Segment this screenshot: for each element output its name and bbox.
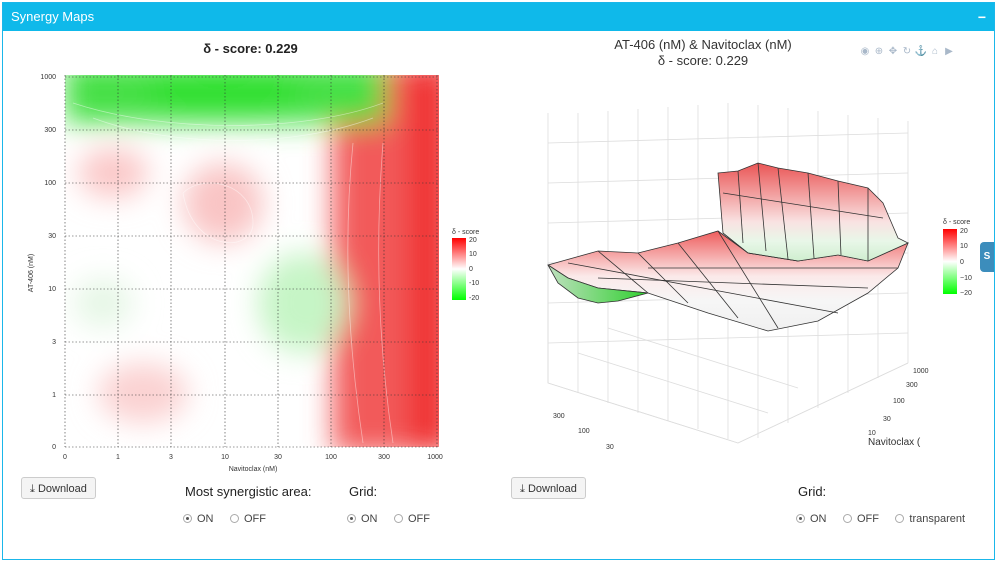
right-plot-title-line2: δ - score: 0.229	[657, 53, 749, 68]
right-axis-tick: 300	[906, 382, 918, 389]
radio-dot	[393, 514, 403, 523]
right-axis-label: Navitoclax (	[868, 437, 921, 448]
legend3d-tick: 20	[960, 228, 968, 235]
home-icon[interactable]: ⌂	[931, 46, 939, 57]
legend3d-tick: −20	[960, 290, 972, 297]
y-tick: 30	[48, 233, 56, 240]
camera-icon[interactable]: ◉	[860, 46, 870, 57]
grid-on-radio-right[interactable]: ON	[796, 513, 827, 525]
legend3d-tick: −10	[960, 275, 972, 282]
zoom-icon[interactable]: ⊕	[874, 46, 884, 57]
radio-dot	[842, 514, 852, 523]
grid-label-left: Grid:	[349, 484, 378, 499]
legend3d-colorbar	[943, 229, 957, 294]
plot-toolbar: ◉ ⊕ ✥ ↻ ⚓ ⌂ ▶	[858, 41, 956, 59]
front-axis-tick: 100	[578, 428, 590, 435]
download-icon: ⤓	[30, 483, 35, 495]
right-axis-tick: 10	[868, 430, 876, 437]
y-tick: 10	[48, 286, 56, 293]
download-button-left[interactable]: ⤓ Download	[21, 477, 96, 499]
right-axis-tick: 1000	[913, 368, 929, 375]
grid-options-right: ON OFF transparent	[796, 510, 977, 528]
video-camera-icon[interactable]: ▶	[945, 46, 953, 57]
grid-transparent-radio-right[interactable]: transparent	[895, 513, 965, 525]
y-tick: 0	[52, 444, 56, 451]
radio-label: OFF	[407, 512, 430, 525]
x-tick: 30	[274, 454, 282, 461]
y-tick: 3	[52, 339, 56, 346]
x-tick: 300	[378, 454, 390, 461]
legend-tick: 10	[469, 251, 477, 258]
legend3d-tick: 10	[960, 243, 968, 250]
right-axis-tick: 100	[893, 398, 905, 405]
heatmap-grid	[64, 75, 439, 448]
left-plot-title: δ - score: 0.229	[203, 41, 298, 56]
side-tab-button[interactable]: S	[980, 242, 994, 272]
legend-tick: 20	[469, 237, 477, 244]
synergy-heatmap[interactable]: 0 1 3 10 30 100 300 1000 0 1 3 10 30 100…	[3, 63, 483, 483]
y-tick: 1	[52, 392, 56, 399]
radio-label: OFF	[243, 512, 266, 525]
right-axis-tick: 30	[883, 416, 891, 423]
surface-mesh	[567, 162, 898, 329]
synergistic-off-radio[interactable]: OFF	[229, 512, 266, 525]
legend-colorbar	[452, 238, 466, 300]
x-tick: 100	[325, 454, 337, 461]
x-tick: 1000	[427, 454, 443, 461]
y-tick: 300	[44, 127, 56, 134]
right-plot-title: AT-406 (nM) & Navitoclax (nM) δ - score:…	[563, 37, 843, 69]
grid-options-left: ON OFF	[347, 510, 442, 528]
synergistic-area-options: ON OFF	[183, 510, 278, 528]
grid-label-right: Grid:	[798, 484, 827, 499]
synergistic-on-radio[interactable]: ON	[183, 513, 214, 525]
rotate-icon[interactable]: ↻	[902, 46, 912, 57]
grid-off-radio-right[interactable]: OFF	[842, 512, 879, 525]
pan-icon[interactable]: ✥	[888, 46, 898, 57]
radio-dot	[229, 514, 239, 523]
y-tick: 1000	[40, 74, 56, 81]
legend-title: δ - score	[452, 229, 479, 236]
grid-off-radio-left[interactable]: OFF	[393, 512, 430, 525]
download-label: Download	[37, 483, 87, 495]
grid-on-radio-left[interactable]: ON	[347, 513, 378, 525]
orbit-icon[interactable]: ⚓	[914, 46, 928, 57]
radio-label: ON	[197, 512, 214, 525]
panel-title: Synergy Maps	[11, 9, 95, 24]
x-tick: 0	[63, 454, 67, 461]
download-icon: ⤓	[520, 483, 525, 495]
legend-tick: 0	[469, 266, 473, 273]
front-axis-tick: 300	[553, 413, 565, 420]
synergistic-area-label: Most synergistic area:	[185, 484, 312, 499]
x-tick: 1	[116, 454, 120, 461]
x-axis-label: Navitoclax (nM)	[229, 466, 278, 473]
right-plot-title-line1: AT-406 (nM) & Navitoclax (nM)	[614, 37, 792, 52]
panel-header: Synergy Maps −	[3, 3, 994, 31]
download-button-right[interactable]: ⤓ Download	[511, 477, 586, 499]
radio-dot	[796, 514, 805, 523]
y-axis-label: AT-406 (nM)	[28, 254, 35, 292]
radio-label: ON	[810, 512, 827, 525]
radio-dot	[895, 514, 905, 523]
synergy-3d-surface[interactable]: δ - score 20 10 0 −10 −20 300 100 30 100…	[538, 93, 988, 468]
radio-dot	[347, 514, 356, 523]
radio-label: transparent	[909, 512, 966, 525]
legend3d-tick: 0	[960, 259, 964, 266]
radio-label: OFF	[856, 512, 879, 525]
radio-label: ON	[361, 512, 378, 525]
download-label: Download	[527, 483, 577, 495]
front-axis-tick: 30	[606, 444, 614, 451]
x-tick: 3	[169, 454, 173, 461]
collapse-button[interactable]: −	[977, 9, 986, 25]
y-tick: 100	[44, 180, 56, 187]
legend-tick: -10	[469, 280, 479, 287]
legend-tick: -20	[469, 295, 479, 302]
legend3d-title: δ - score	[943, 219, 970, 226]
radio-dot	[183, 514, 192, 523]
x-tick: 10	[221, 454, 229, 461]
